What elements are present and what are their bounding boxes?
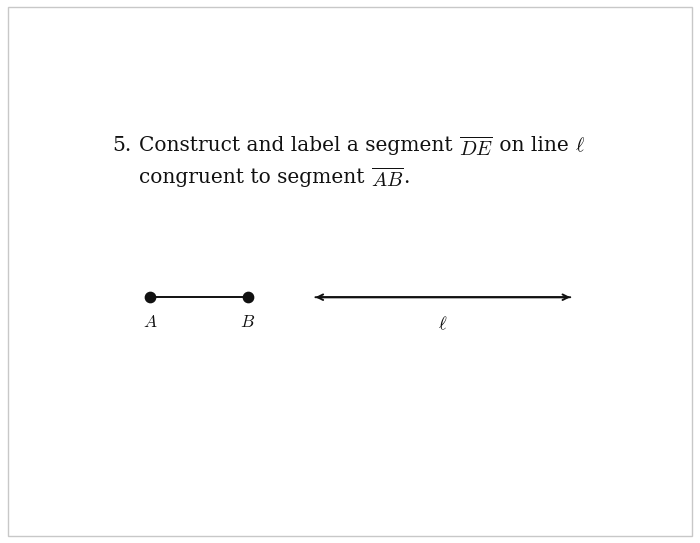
Text: on line: on line [493, 136, 575, 155]
Text: congruent to segment: congruent to segment [139, 168, 371, 187]
Point [242, 293, 253, 301]
Text: $\overline{AB}$: $\overline{AB}$ [371, 168, 403, 191]
Text: $\ell$: $\ell$ [575, 136, 585, 155]
Text: $B$: $B$ [240, 314, 255, 331]
Text: Construct and label a segment: Construct and label a segment [139, 136, 459, 155]
Text: $A$: $A$ [143, 314, 158, 331]
Text: 5.: 5. [112, 136, 131, 155]
Text: $\overline{DE}$: $\overline{DE}$ [459, 136, 493, 160]
Text: $\ell$: $\ell$ [438, 314, 447, 333]
Text: .: . [403, 168, 410, 187]
Point [144, 293, 155, 301]
